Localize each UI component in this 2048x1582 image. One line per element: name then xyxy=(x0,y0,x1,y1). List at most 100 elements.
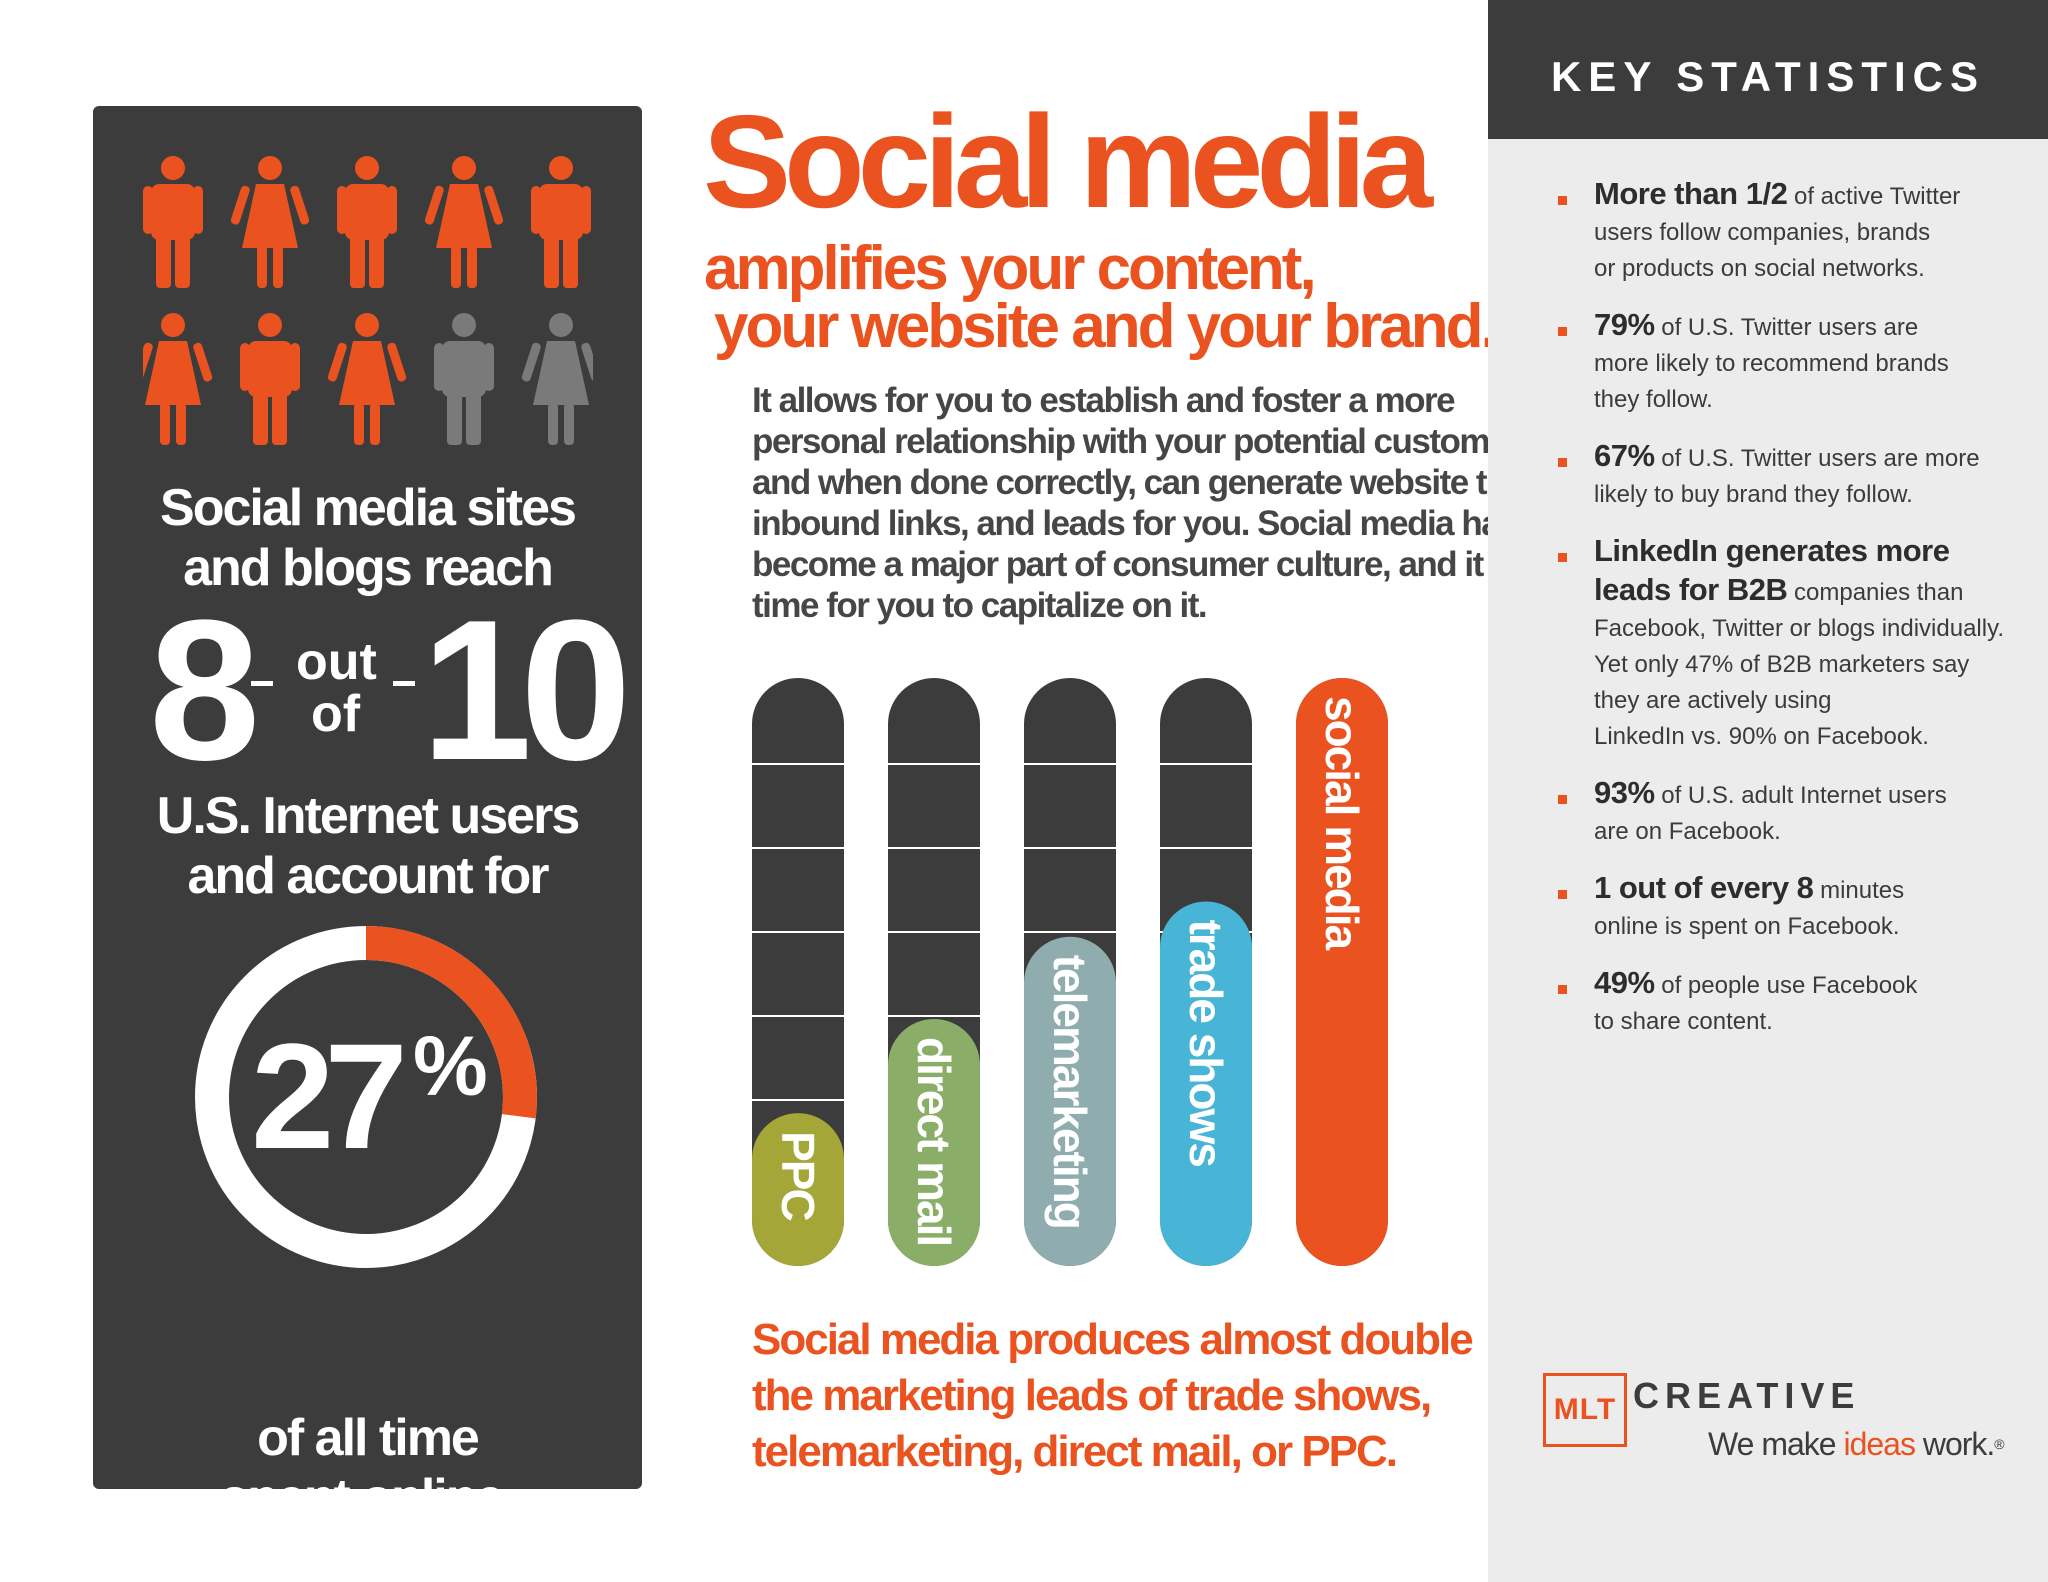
dash-decoration xyxy=(251,681,273,686)
stat-text: minutes xyxy=(1813,877,1905,904)
stat-line: they follow. xyxy=(1594,382,2038,418)
caption-line: telemarketing, direct mail, or PPC. xyxy=(752,1427,1398,1476)
stat-text: more likely to recommend brands xyxy=(1594,350,1949,377)
bar-telemarketing xyxy=(1024,936,1116,1266)
bar-label-telemarketing: telemarketing xyxy=(1044,955,1096,1228)
stats-list: More than 1/2 of active Twitter users fol… xyxy=(1558,176,2038,1060)
bullet-icon xyxy=(1558,795,1567,804)
stat-highlight: 1 out of every 8 xyxy=(1594,870,1814,905)
bullet-icon xyxy=(1558,553,1567,562)
body-paragraph: It allows for you to establish and foste… xyxy=(752,380,1572,626)
people-icon-grid xyxy=(143,156,593,445)
bullet-icon xyxy=(1558,327,1567,336)
percent-donut xyxy=(195,926,538,1268)
users-text-line1: U.S. Internet users xyxy=(156,787,580,845)
key-statistics-panel: KEY STATISTICS More than 1/2 of active T… xyxy=(1488,0,2048,1582)
body-line: and when done correctly, can generate we… xyxy=(752,463,1572,502)
stat-highlight: 79% xyxy=(1594,307,1655,342)
stat-line: LinkedIn generates more xyxy=(1594,533,2038,572)
stat-line: 1 out of every 8 minutes xyxy=(1594,870,2038,909)
logo-tagline: We make ideas work.® xyxy=(1708,1424,2005,1464)
time-text-line1: of all time xyxy=(257,1409,480,1467)
stat-text: are on Facebook. xyxy=(1594,818,1781,845)
stat-item: More than 1/2 of active Twitter users fol… xyxy=(1558,176,2038,287)
male-person-icon xyxy=(240,313,300,445)
stat-line: more likely to recommend brands xyxy=(1594,346,2038,382)
tagline-post: work. xyxy=(1914,1426,1995,1462)
female-person-icon xyxy=(424,156,504,288)
bullet-icon xyxy=(1558,458,1567,467)
stat-line: 49% of people use Facebook xyxy=(1594,965,2038,1004)
stat-line: are on Facebook. xyxy=(1594,814,2038,850)
body-line: become a major part of consumer culture,… xyxy=(752,545,1519,584)
stat-line: LinkedIn vs. 90% on Facebook. xyxy=(1594,719,2038,755)
stat-text: or products on social networks. xyxy=(1594,255,1925,282)
stat-text: of active Twitter xyxy=(1787,183,1961,210)
female-person-icon xyxy=(327,313,407,445)
chart-baseline xyxy=(740,1266,1400,1278)
stat-text: they follow. xyxy=(1594,386,1713,413)
leads-bar-chart: PPC direct mail telemarketing trade shows so… xyxy=(740,678,1400,1278)
bar-PPC xyxy=(752,1113,844,1266)
big-number-8: 8 xyxy=(149,579,260,802)
bar-direct-mail xyxy=(888,1019,980,1266)
bar-social-media xyxy=(1296,678,1388,1266)
percent-value: 27 xyxy=(251,1012,408,1180)
stat-highlight: leads for B2B xyxy=(1594,572,1788,607)
female-person-icon xyxy=(230,156,310,288)
caption-line: Social media produces almost double xyxy=(752,1315,1474,1364)
big-number-10: 10 xyxy=(421,579,631,802)
registered-mark: ® xyxy=(1994,1436,2004,1452)
stat-item: 49% of people use Facebook to share conte… xyxy=(1558,965,2038,1040)
stat-highlight: 67% xyxy=(1594,438,1655,473)
stat-highlight: 93% xyxy=(1594,775,1655,810)
stat-text: users follow companies, brands xyxy=(1594,219,1931,246)
subtitle-line1: amplifies your content, xyxy=(704,234,1317,303)
bar-label-PPC: PPC xyxy=(772,1131,824,1220)
stat-line: Facebook, Twitter or blogs individually. xyxy=(1594,611,2038,647)
donut-arc xyxy=(365,926,538,1119)
stat-text: companies than xyxy=(1787,579,1964,606)
stat-text: Facebook, Twitter or blogs individually. xyxy=(1594,615,2004,642)
stat-line: or products on social networks. xyxy=(1594,251,2038,287)
page-title: Social media xyxy=(703,88,1433,235)
stat-line: to share content. xyxy=(1594,1004,2038,1040)
out-word: out xyxy=(296,633,377,691)
male-person-icon xyxy=(337,156,397,288)
female-person-icon xyxy=(143,313,213,445)
stat-item: 1 out of every 8 minutes online is spent … xyxy=(1558,870,2038,945)
bar-label-direct-mail: direct mail xyxy=(908,1037,960,1245)
stat-text: to share content. xyxy=(1594,1008,1773,1035)
stat-highlight: 49% xyxy=(1594,965,1655,1000)
percent-sign: % xyxy=(413,1019,488,1113)
stat-text: of people use Facebook xyxy=(1654,972,1918,999)
reach-text-line2: and blogs reach xyxy=(183,539,554,597)
stat-text: Yet only 47% of B2B marketers say xyxy=(1594,651,1970,678)
stat-text: of U.S. Twitter users are more xyxy=(1654,445,1980,472)
stat-text: LinkedIn vs. 90% on Facebook. xyxy=(1594,723,1929,750)
stat-item: 79% of U.S. Twitter users are more likely… xyxy=(1558,307,2038,418)
stat-text: likely to buy brand they follow. xyxy=(1594,481,1913,508)
stat-text: of U.S. adult Internet users xyxy=(1654,782,1947,809)
body-line: time for you to capitalize on it. xyxy=(752,586,1208,625)
stat-line: Yet only 47% of B2B marketers say xyxy=(1594,647,2038,683)
bar-label-social-media: social media xyxy=(1316,696,1368,951)
male-person-icon xyxy=(143,156,203,288)
stat-line: likely to buy brand they follow. xyxy=(1594,477,2038,513)
stat-item: 67% of U.S. Twitter users are more likely… xyxy=(1558,438,2038,513)
stat-line: 79% of U.S. Twitter users are xyxy=(1594,307,2038,346)
dash-decoration xyxy=(393,681,415,686)
bar-trade-shows xyxy=(1160,901,1252,1266)
bar-track xyxy=(752,678,844,1266)
stat-line: More than 1/2 of active Twitter xyxy=(1594,176,2038,215)
stat-text: online is spent on Facebook. xyxy=(1594,913,1900,940)
subtitle-line2: your website and your brand. xyxy=(714,292,1498,361)
tagline-highlight: ideas xyxy=(1843,1426,1915,1462)
stat-text: of U.S. Twitter users are xyxy=(1654,314,1919,341)
stat-line: leads for B2B companies than xyxy=(1594,572,2038,611)
reach-text-line1: Social media sites xyxy=(160,479,577,537)
stat-line: users follow companies, brands xyxy=(1594,215,2038,251)
stat-text: they are actively using xyxy=(1594,687,1832,714)
body-line: personal relationship with your potentia… xyxy=(752,422,1547,461)
caption-line: the marketing leads of trade shows, xyxy=(752,1371,1432,1420)
